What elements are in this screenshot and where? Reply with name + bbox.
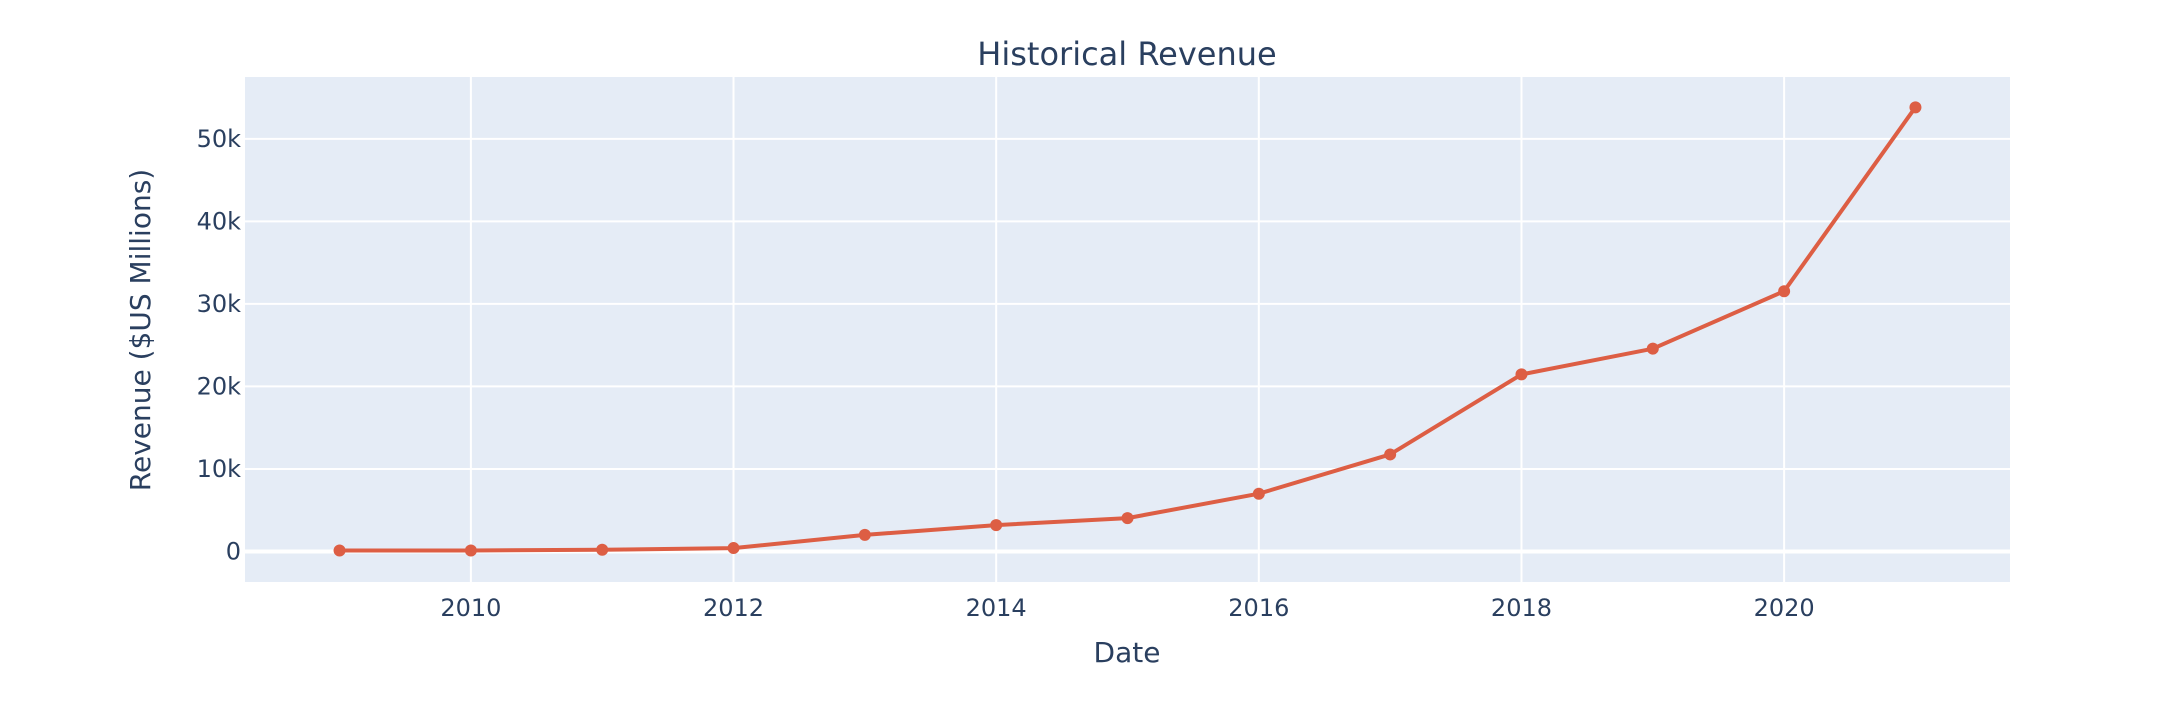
revenue-data-point[interactable] bbox=[1646, 342, 1659, 355]
revenue-data-point[interactable] bbox=[1252, 487, 1265, 500]
y-tick-label: 0 bbox=[226, 537, 241, 565]
y-tick-label: 20k bbox=[197, 372, 242, 400]
revenue-data-point[interactable] bbox=[1909, 101, 1922, 114]
x-tick-label: 2014 bbox=[966, 594, 1027, 622]
y-axis-ticks: 0 10k 20k 30k 40k 50k bbox=[197, 125, 242, 566]
x-tick-label: 2018 bbox=[1491, 594, 1552, 622]
series-layer bbox=[333, 101, 1922, 557]
revenue-data-point[interactable] bbox=[727, 542, 740, 555]
x-tick-label: 2016 bbox=[1228, 594, 1289, 622]
x-axis-title: Date bbox=[1094, 636, 1161, 669]
revenue-data-point[interactable] bbox=[464, 544, 477, 557]
revenue-data-point[interactable] bbox=[858, 528, 871, 541]
x-axis-ticks: 2010 2012 2014 2016 2018 2020 bbox=[440, 594, 1814, 622]
y-axis-title: Revenue ($US Millions) bbox=[124, 169, 157, 491]
revenue-data-point[interactable] bbox=[1778, 285, 1791, 298]
revenue-data-point[interactable] bbox=[1515, 368, 1528, 381]
x-tick-label: 2010 bbox=[440, 594, 501, 622]
gridlines bbox=[245, 77, 2010, 582]
revenue-data-point[interactable] bbox=[1121, 512, 1134, 525]
revenue-data-point[interactable] bbox=[990, 519, 1003, 532]
revenue-data-point[interactable] bbox=[596, 543, 609, 556]
revenue-data-point[interactable] bbox=[1384, 448, 1397, 461]
y-tick-label: 50k bbox=[197, 125, 242, 153]
y-tick-label: 10k bbox=[197, 455, 242, 483]
y-tick-label: 30k bbox=[197, 290, 242, 318]
x-tick-label: 2012 bbox=[703, 594, 764, 622]
chart-title: Historical Revenue bbox=[977, 35, 1276, 73]
y-tick-label: 40k bbox=[197, 207, 242, 235]
revenue-data-point[interactable] bbox=[333, 544, 346, 557]
plot-area bbox=[245, 77, 2010, 582]
x-tick-label: 2020 bbox=[1754, 594, 1815, 622]
